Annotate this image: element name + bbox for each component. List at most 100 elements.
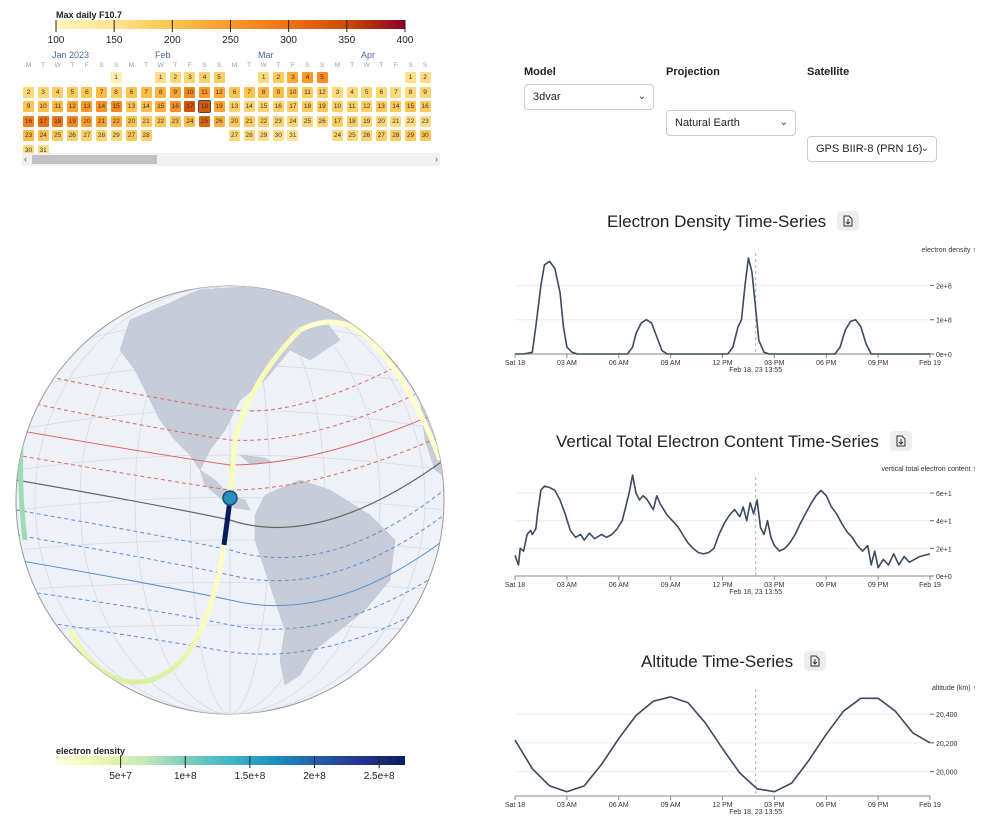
satellite-select[interactable]: GPS BIIR-8 (PRN 16) ⌄ (807, 136, 937, 162)
calendar-day[interactable]: 30 (419, 130, 431, 141)
calendar-day[interactable]: 21 (243, 115, 255, 127)
calendar-day[interactable]: 3 (184, 72, 196, 83)
calendar-day[interactable]: 14 (243, 101, 255, 112)
calendar-day[interactable]: 4 (302, 72, 313, 83)
calendar-day[interactable]: 21 (140, 115, 152, 127)
calendar-day[interactable]: 5 (361, 86, 373, 98)
calendar-day[interactable]: 4 (346, 86, 358, 98)
calendar-day[interactable]: 25 (52, 130, 64, 141)
calendar-day[interactable]: 10 (287, 86, 299, 98)
calendar-day[interactable]: 30 (272, 130, 284, 141)
calendar-day[interactable]: 21 (390, 115, 402, 127)
calendar-day[interactable]: 16 (272, 101, 284, 112)
calendar-day[interactable]: 9 (419, 86, 431, 98)
model-select[interactable]: 3dvar ⌄ (524, 84, 654, 110)
download-button[interactable] (836, 210, 859, 231)
calendar-day[interactable]: 10 (332, 101, 343, 112)
calendar-day[interactable]: 8 (405, 86, 416, 98)
calendar-day[interactable]: 12 (316, 86, 328, 98)
download-button[interactable] (889, 430, 912, 451)
calendar-day[interactable]: 8 (155, 86, 167, 98)
calendar-day[interactable]: 9 (169, 86, 181, 98)
calendar-day[interactable]: 3 (287, 72, 299, 83)
calendar-day[interactable]: 1 (110, 72, 122, 83)
calendar-day[interactable]: 17 (332, 115, 343, 127)
calendar-day[interactable]: 9 (23, 101, 34, 112)
calendar-day[interactable]: 12 (213, 86, 225, 98)
calendar-day[interactable]: 19 (213, 101, 225, 112)
calendar-day[interactable]: 6 (126, 86, 137, 98)
calendar-day[interactable]: 14 (140, 101, 152, 112)
calendar-day[interactable]: 18 (52, 115, 64, 127)
calendar-day[interactable]: 29 (110, 130, 122, 141)
calendar-day[interactable]: 27 (81, 130, 93, 141)
calendar-day[interactable]: 28 (390, 130, 402, 141)
calendar-day[interactable]: 11 (199, 86, 210, 98)
calendar-day[interactable]: 26 (213, 115, 225, 127)
calendar-day[interactable]: 18 (302, 101, 313, 112)
calendar-day[interactable]: 16 (419, 101, 431, 112)
calendar-day[interactable]: 31 (287, 130, 299, 141)
calendar-day[interactable]: 28 (96, 130, 107, 141)
calendar-day[interactable]: 24 (37, 130, 49, 141)
projection-select[interactable]: Natural Earth ⌄ (666, 110, 796, 136)
calendar-day[interactable]: 10 (184, 86, 196, 98)
calendar-day[interactable]: 12 (66, 101, 78, 112)
satellite-position-marker[interactable] (222, 490, 238, 506)
calendar-day[interactable]: 2 (23, 86, 34, 98)
calendar-day[interactable]: 7 (390, 86, 402, 98)
calendar-day[interactable]: 2 (169, 72, 181, 83)
calendar-day[interactable]: 6 (229, 86, 240, 98)
calendar-day[interactable]: 6 (375, 86, 387, 98)
calendar-day[interactable]: 13 (229, 101, 240, 112)
calendar-day[interactable]: 13 (126, 101, 137, 112)
calendar-day[interactable]: 11 (52, 101, 64, 112)
calendar-day[interactable]: 9 (272, 86, 284, 98)
scroll-left-arrow-icon[interactable]: ‹ (24, 154, 27, 164)
calendar-day[interactable]: 14 (96, 101, 107, 112)
calendar-day[interactable]: 27 (126, 130, 137, 141)
calendar-day[interactable]: 6 (81, 86, 93, 98)
vtec-chart[interactable]: vertical total electron content ↑ 0e+0 2e+… (500, 460, 980, 605)
calendar-day[interactable]: 26 (66, 130, 78, 141)
calendar-day[interactable]: 1 (155, 72, 167, 83)
altitude-chart[interactable]: altitude (km) ↑ 20,000 20,200 20,400 Sat 18 0… (500, 680, 980, 825)
scroll-right-arrow-icon[interactable]: › (435, 154, 438, 164)
calendar-day[interactable]: 21 (96, 115, 107, 127)
calendar-day[interactable]: 25 (302, 115, 313, 127)
calendar-day[interactable]: 8 (258, 86, 270, 98)
calendar-day[interactable]: 17 (37, 115, 49, 127)
calendar-day[interactable]: 4 (199, 72, 210, 83)
calendar-day[interactable]: 5 (213, 72, 225, 83)
calendar-day[interactable]: 15 (155, 101, 167, 112)
calendar-day[interactable]: 22 (110, 115, 122, 127)
calendar-day[interactable]: 20 (375, 115, 387, 127)
calendar-day[interactable]: 13 (81, 101, 93, 112)
calendar-day[interactable]: 1 (258, 72, 270, 83)
calendar-day[interactable]: 28 (243, 130, 255, 141)
calendar-day[interactable]: 29 (258, 130, 270, 141)
calendar-day[interactable]: 7 (140, 86, 152, 98)
calendar-day[interactable]: 22 (155, 115, 167, 127)
calendar-day[interactable]: 24 (184, 115, 196, 127)
calendar-day[interactable]: 5 (316, 72, 328, 83)
download-button[interactable] (803, 650, 826, 671)
calendar-day[interactable]: 7 (96, 86, 107, 98)
calendar-day[interactable]: 4 (52, 86, 64, 98)
calendar-day[interactable]: 11 (302, 86, 313, 98)
globe-map[interactable] (10, 280, 452, 722)
calendar-day[interactable]: 26 (316, 115, 328, 127)
calendar-day[interactable]: 10 (37, 101, 49, 112)
calendar-day[interactable]: 1 (405, 72, 416, 83)
calendar-day[interactable]: 23 (23, 130, 34, 141)
calendar-day[interactable]: 28 (140, 130, 152, 141)
calendar-day[interactable]: 8 (110, 86, 122, 98)
calendar-day[interactable]: 27 (375, 130, 387, 141)
calendar-day[interactable]: 22 (405, 115, 416, 127)
calendar-day[interactable]: 13 (375, 101, 387, 112)
calendar-day[interactable]: 20 (229, 115, 240, 127)
calendar-day[interactable]: 17 (184, 101, 196, 112)
calendar-day[interactable]: 16 (23, 115, 34, 127)
calendar-day[interactable]: 27 (229, 130, 240, 141)
calendar-day[interactable]: 14 (390, 101, 402, 112)
